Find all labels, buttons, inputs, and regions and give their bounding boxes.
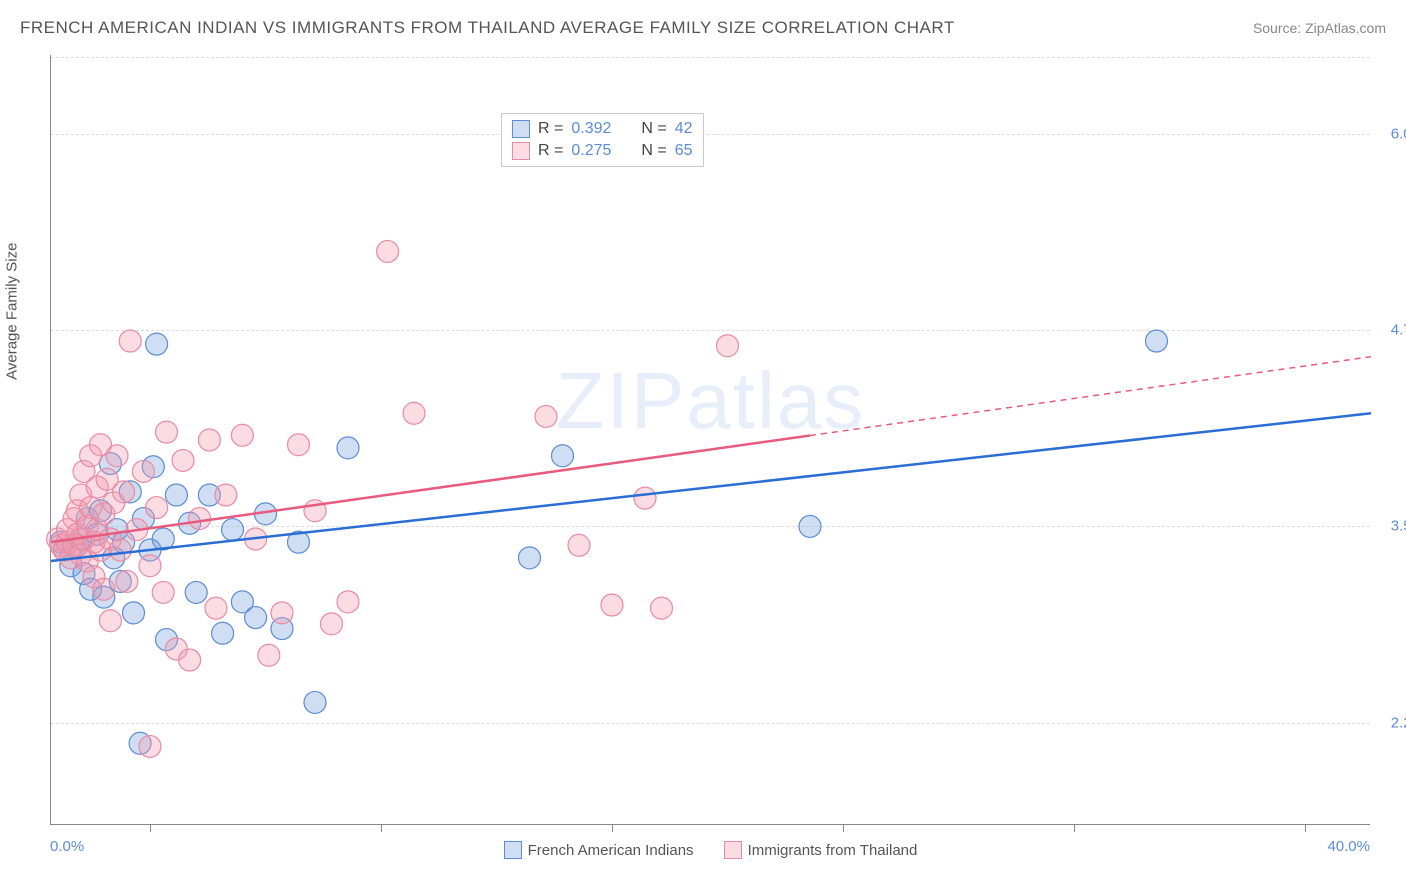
scatter-point (377, 240, 399, 262)
x-tick (612, 824, 613, 832)
scatter-point (119, 330, 141, 352)
legend-row: R = 0.392 N = 42 (512, 118, 693, 140)
scatter-point (568, 534, 590, 556)
scatter-point (519, 547, 541, 569)
scatter-point (113, 481, 135, 503)
n-label: N = (641, 142, 666, 160)
source-label: Source: (1253, 20, 1305, 36)
scatter-point (109, 539, 131, 561)
scatter-point (132, 460, 154, 482)
x-tick (843, 824, 844, 832)
scatter-point (146, 497, 168, 519)
scatter-point (304, 691, 326, 713)
legend-swatch (724, 841, 742, 859)
scatter-point (271, 602, 293, 624)
scatter-point (205, 597, 227, 619)
x-tick (1305, 824, 1306, 832)
x-tick (1074, 824, 1075, 832)
scatter-point (189, 508, 211, 530)
scatter-point (185, 581, 207, 603)
scatter-point (634, 487, 656, 509)
n-label: N = (641, 120, 666, 138)
scatter-point (146, 333, 168, 355)
legend-swatch (504, 841, 522, 859)
y-tick-label: 3.50 (1375, 518, 1406, 535)
scatter-point (172, 449, 194, 471)
x-tick (150, 824, 151, 832)
scatter-point (337, 437, 359, 459)
scatter-point (139, 555, 161, 577)
y-tick-label: 2.25 (1375, 714, 1406, 731)
source-value: ZipAtlas.com (1305, 20, 1386, 36)
y-tick-label: 4.75 (1375, 322, 1406, 339)
legend-item: French American Indians (504, 841, 694, 859)
legend-row: R = 0.275 N = 65 (512, 140, 693, 162)
scatter-point (116, 570, 138, 592)
r-value: 0.392 (571, 120, 611, 138)
scatter-point (222, 519, 244, 541)
scatter-point (403, 402, 425, 424)
y-axis-label: Average Family Size (4, 243, 21, 380)
r-label: R = (538, 142, 563, 160)
series-legend: French American Indians Immigrants from T… (51, 841, 1370, 859)
scatter-point (212, 622, 234, 644)
scatter-point (198, 429, 220, 451)
scatter-point (1146, 330, 1168, 352)
y-tick-label: 6.00 (1375, 125, 1406, 142)
scatter-point (717, 335, 739, 357)
x-axis-max-label: 40.0% (1327, 838, 1370, 855)
scatter-point (258, 644, 280, 666)
chart-svg (51, 55, 1370, 824)
scatter-point (552, 445, 574, 467)
legend-label: Immigrants from Thailand (748, 842, 918, 859)
legend-swatch (512, 120, 530, 138)
legend-label: French American Indians (528, 842, 694, 859)
plot-area: ZIPatlas 2.253.504.756.00 R = 0.392N = 4… (50, 55, 1370, 825)
scatter-point (651, 597, 673, 619)
scatter-point (93, 578, 115, 600)
r-label: R = (538, 120, 563, 138)
scatter-point (123, 602, 145, 624)
chart-title: FRENCH AMERICAN INDIAN VS IMMIGRANTS FRO… (20, 18, 955, 38)
scatter-point (245, 607, 267, 629)
scatter-point (231, 424, 253, 446)
x-axis-min-label: 0.0% (50, 838, 84, 855)
scatter-point (535, 405, 557, 427)
scatter-point (99, 610, 121, 632)
x-tick (381, 824, 382, 832)
scatter-point (179, 649, 201, 671)
scatter-point (337, 591, 359, 613)
scatter-point (215, 484, 237, 506)
chart-header: FRENCH AMERICAN INDIAN VS IMMIGRANTS FRO… (20, 18, 1386, 38)
scatter-point (156, 421, 178, 443)
scatter-point (288, 434, 310, 456)
scatter-point (106, 445, 128, 467)
r-value: 0.275 (571, 142, 611, 160)
scatter-point (152, 581, 174, 603)
n-value: 42 (675, 120, 693, 138)
scatter-point (165, 484, 187, 506)
legend-swatch (512, 142, 530, 160)
n-value: 65 (675, 142, 693, 160)
correlation-legend: R = 0.392 N = 42 R = 0.275 N = 65 (501, 113, 704, 167)
source-attribution: Source: ZipAtlas.com (1253, 20, 1386, 36)
legend-item: Immigrants from Thailand (724, 841, 918, 859)
scatter-point (799, 515, 821, 537)
scatter-point (139, 735, 161, 757)
scatter-point (601, 594, 623, 616)
scatter-point (321, 613, 343, 635)
